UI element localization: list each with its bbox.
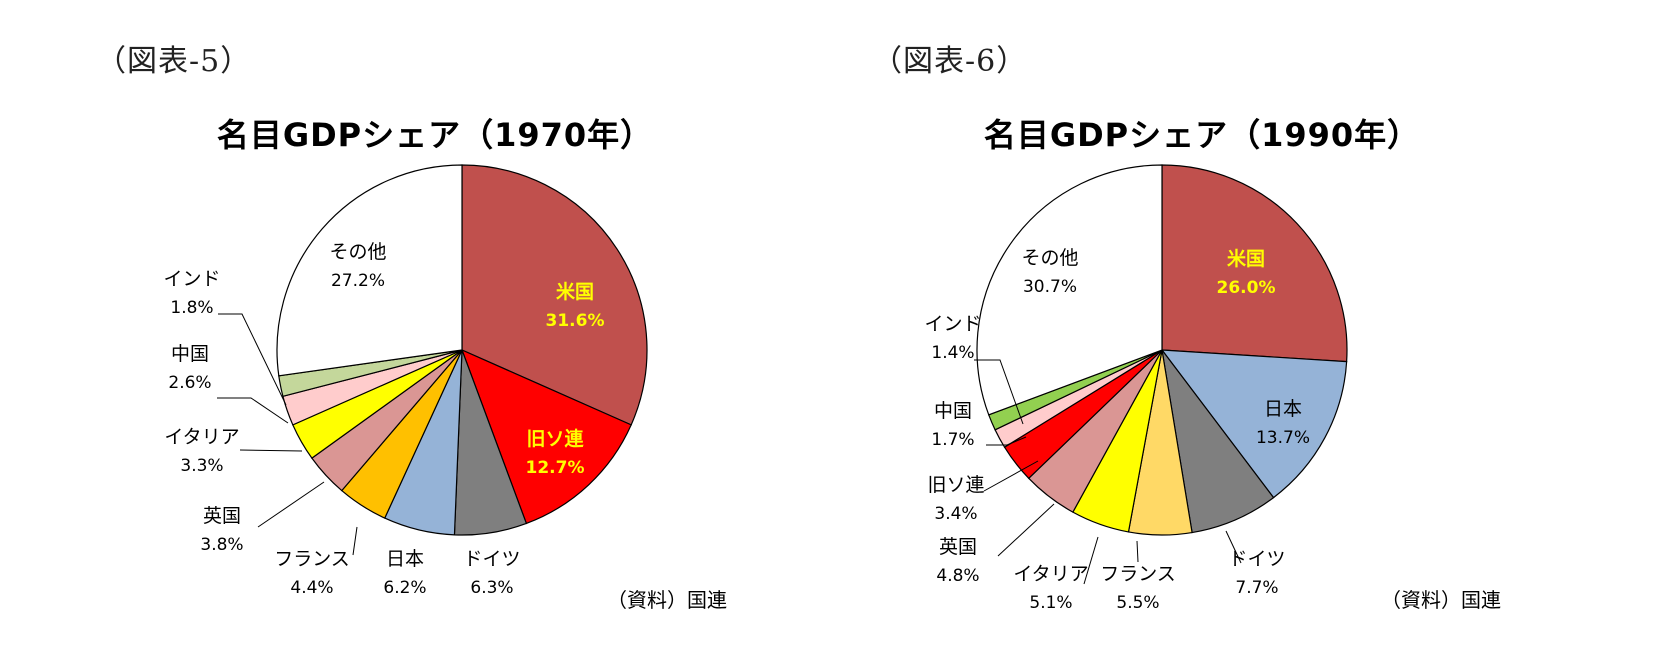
slice-labels: 米国 31.6% 旧ソ連 12.7% ドイツ 6.3% 日本 6.2% フランス 4.4% 英国 3.… xyxy=(163,241,604,598)
slice-value-label: 3.4% xyxy=(934,504,977,524)
slice-name-label: 英国 xyxy=(939,536,977,558)
slice-value-label: 12.7% xyxy=(526,458,585,478)
slice-value-label: 26.0% xyxy=(1217,278,1276,298)
slice-name-label: インド xyxy=(924,313,981,335)
source-note: （資料）国連 xyxy=(1381,588,1501,612)
pie-slices xyxy=(976,164,1348,536)
slice-name-label: 中国 xyxy=(934,400,972,422)
figure-5-panel: （図表-5） 名目GDPシェア（1970年） 米国 31.6% 旧ソ連 12.7% ドイ… xyxy=(96,44,727,612)
slice-value-label: 4.8% xyxy=(936,566,979,586)
figure-label: （図表-5） xyxy=(96,44,252,79)
slice-name-label: フランス xyxy=(274,548,350,570)
slice-name-label: 旧ソ連 xyxy=(927,474,984,496)
pie-slices xyxy=(276,164,648,536)
slice-value-label: 31.6% xyxy=(546,311,605,331)
slice-value-label: 2.6% xyxy=(168,373,211,393)
slice-name-label: 旧ソ連 xyxy=(526,427,584,450)
slice-name-label: イタリア xyxy=(1013,563,1088,585)
pie-slice-1 xyxy=(1160,349,1348,499)
slice-value-label: 30.7% xyxy=(1023,277,1077,297)
slice-value-label: 7.7% xyxy=(1235,578,1278,598)
leader-line-6 xyxy=(239,449,303,452)
slice-labels: 米国 26.0% 日本 13.7% ドイツ 7.7% フランス 5.5% イタリア 5.1% 英国 4… xyxy=(924,247,1310,613)
figure-label: （図表-6） xyxy=(872,44,1028,79)
slice-value-label: 5.1% xyxy=(1029,593,1072,613)
leader-line-6 xyxy=(983,460,1039,492)
pie-slice-9 xyxy=(976,164,1163,416)
pie-slice-0 xyxy=(461,164,648,426)
slice-value-label: 1.7% xyxy=(931,430,974,450)
slice-value-label: 3.8% xyxy=(200,535,243,555)
slice-value-label: 27.2% xyxy=(331,271,385,291)
pie-slice-1 xyxy=(460,348,632,525)
slice-value-label: 1.4% xyxy=(931,343,974,363)
slice-name-label: インド xyxy=(163,268,220,290)
slice-name-label: 日本 xyxy=(1264,398,1302,420)
slice-value-label: 13.7% xyxy=(1256,428,1310,448)
slice-name-label: その他 xyxy=(329,241,386,263)
leader-lines xyxy=(217,313,358,556)
figure-6-panel: （図表-6） 名目GDPシェア（1990年） 米国 26.0% 日本 13.7% ドイツ… xyxy=(830,0,1660,660)
chart-title: 名目GDPシェア（1970年） xyxy=(216,116,654,154)
source-note: （資料）国連 xyxy=(607,588,727,612)
slice-value-label: 6.3% xyxy=(470,578,513,598)
slice-name-label: イタリア xyxy=(164,426,239,448)
slice-value-label: 4.4% xyxy=(290,578,333,598)
pie-slice-9 xyxy=(276,164,463,377)
slice-name-label: その他 xyxy=(1021,247,1078,269)
leader-lines xyxy=(974,359,1242,585)
leader-line-7 xyxy=(986,436,1027,446)
leader-line-5 xyxy=(257,481,325,528)
slice-name-label: 英国 xyxy=(203,505,241,527)
slice-value-label: 1.8% xyxy=(170,298,213,318)
pie-slice-0 xyxy=(1161,164,1348,363)
slice-name-label: 米国 xyxy=(1227,247,1265,270)
slice-value-label: 6.2% xyxy=(383,578,426,598)
leader-line-4 xyxy=(352,526,358,556)
slice-value-label: 3.3% xyxy=(180,456,223,476)
slice-name-label: 日本 xyxy=(386,548,424,570)
leader-line-8 xyxy=(974,359,1024,425)
pie-chart-1970: 米国 31.6% 旧ソ連 12.7% ドイツ 6.3% 日本 6.2% フランス 4.4% 英国 3.… xyxy=(163,164,648,598)
leader-line-7 xyxy=(217,397,289,424)
slice-name-label: 米国 xyxy=(556,280,594,303)
leader-line-2 xyxy=(1225,530,1242,564)
slice-name-label: ドイツ xyxy=(463,548,520,570)
chart-title: 名目GDPシェア（1990年） xyxy=(983,116,1421,154)
slice-value-label: 5.5% xyxy=(1116,593,1159,613)
leader-line-5 xyxy=(997,503,1055,557)
leader-line-8 xyxy=(218,313,287,406)
slice-name-label: 中国 xyxy=(171,343,209,365)
leader-line-3 xyxy=(1136,540,1139,563)
leader-line-4 xyxy=(1083,536,1099,585)
pie-chart-1990: 米国 26.0% 日本 13.7% ドイツ 7.7% フランス 5.5% イタリア 5.1% 英国 4… xyxy=(924,164,1348,613)
slice-name-label: フランス xyxy=(1100,563,1176,585)
slice-name-label: ドイツ xyxy=(1228,548,1285,570)
